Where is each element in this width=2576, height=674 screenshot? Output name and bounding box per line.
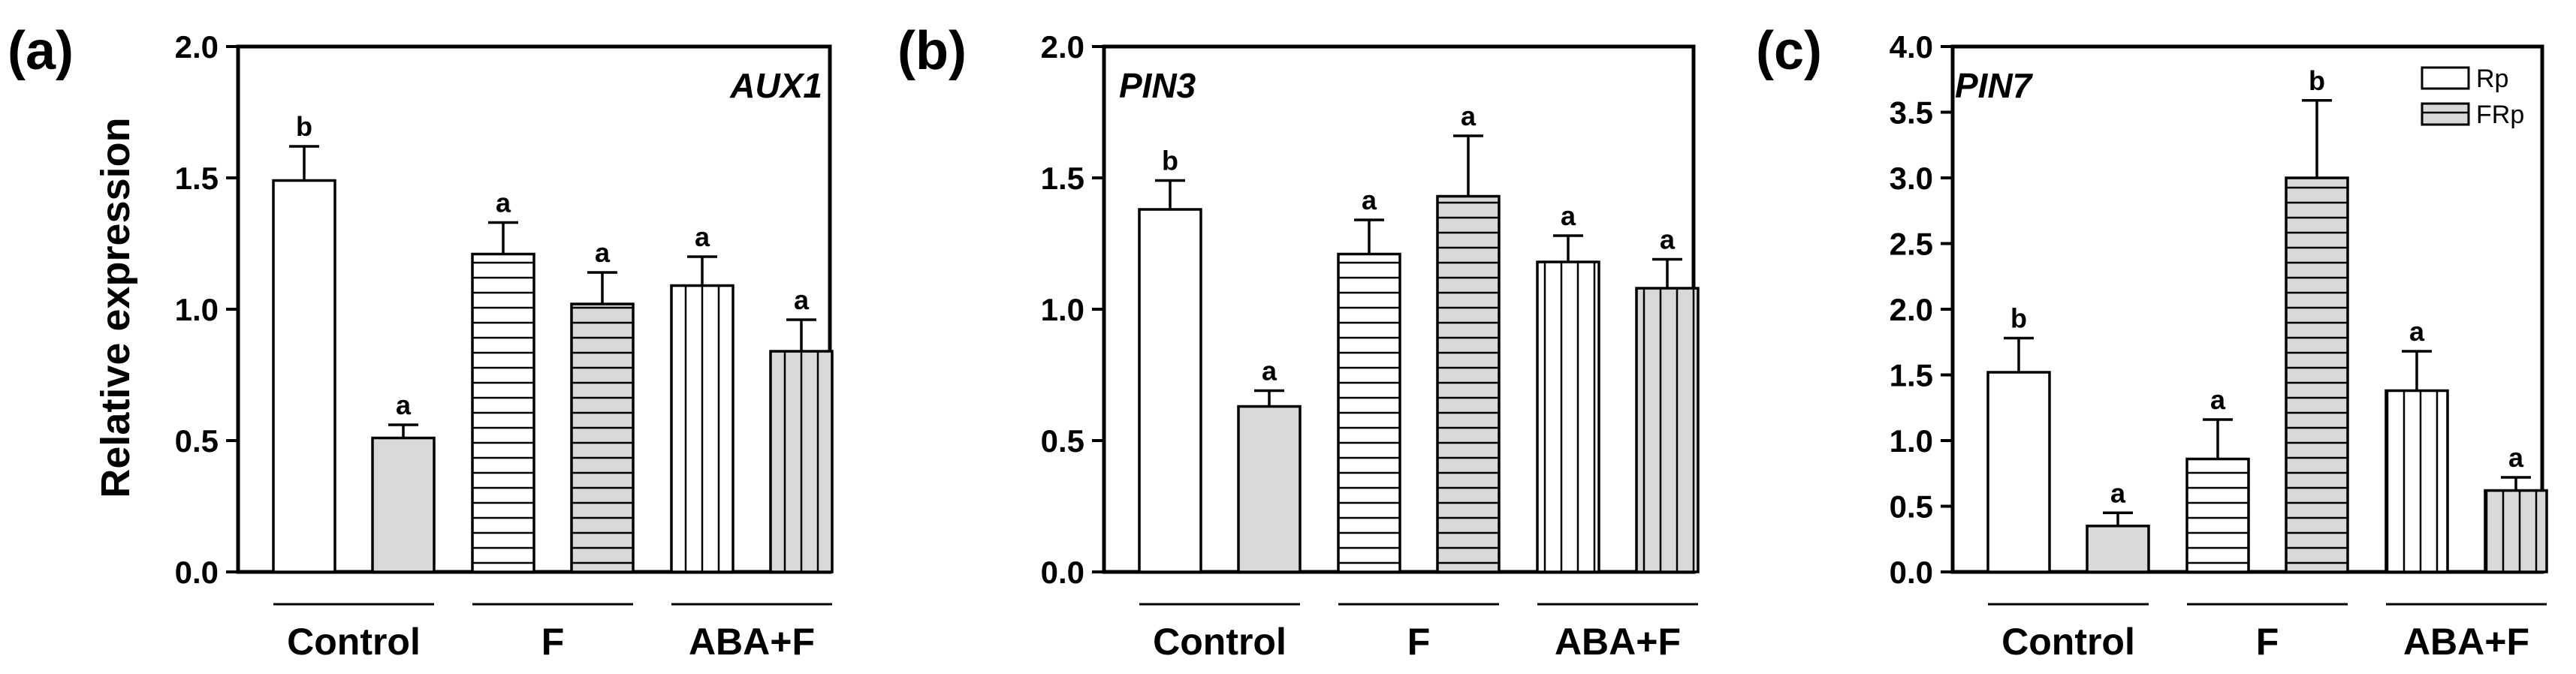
significance-letter: a bbox=[496, 188, 511, 218]
y-axis-title: Relative expression bbox=[93, 117, 138, 498]
y-tick-label: 1.0 bbox=[1041, 292, 1084, 327]
legend-label-rp: Rp bbox=[2476, 65, 2508, 93]
legend: Rp FRp bbox=[2421, 65, 2524, 129]
bar-aba-f-rp bbox=[2384, 389, 2449, 573]
legend-swatch-rp bbox=[2421, 66, 2470, 90]
y-tick-label: 0.5 bbox=[1041, 423, 1084, 459]
significance-letter: a bbox=[2110, 477, 2126, 508]
group-label: Control bbox=[2001, 621, 2135, 663]
y-tick-label: 4.0 bbox=[1890, 29, 1933, 65]
panel-label-a: (a) bbox=[8, 21, 74, 81]
legend-label-frp: FRp bbox=[2476, 101, 2524, 129]
gene-title-pin3: PIN3 bbox=[1119, 66, 1196, 105]
bar-aba-f-frp bbox=[2484, 489, 2548, 573]
bar-control-rp bbox=[1138, 208, 1202, 573]
significance-letter: a bbox=[2508, 442, 2524, 473]
bar-f-rp bbox=[471, 252, 535, 573]
bar-f-frp bbox=[2285, 176, 2349, 573]
significance-letter: a bbox=[1362, 185, 1377, 215]
y-tick-label: 0.5 bbox=[1890, 489, 1933, 525]
group-label: ABA+F bbox=[689, 621, 815, 663]
bar-aba-f-frp bbox=[769, 350, 834, 573]
bar-f-rp bbox=[2185, 457, 2250, 573]
significance-letter: a bbox=[2210, 384, 2226, 415]
bar-aba-f-rp bbox=[670, 284, 734, 573]
y-tick-label: 1.5 bbox=[175, 161, 219, 196]
significance-letter: b bbox=[2010, 303, 2027, 334]
panel-a: (a) Relative expression AUX1 0.0 0.5 1.0 1.… bbox=[8, 21, 834, 663]
significance-letter: a bbox=[1262, 356, 1277, 387]
y-tick-label: 3.5 bbox=[1890, 95, 1933, 131]
significance-letter: b bbox=[1162, 146, 1178, 176]
y-tick-label: 1.5 bbox=[1890, 358, 1933, 393]
significance-letter: b bbox=[2309, 65, 2325, 96]
y-tick-label: 3.0 bbox=[1890, 161, 1933, 196]
bar-control-frp bbox=[371, 436, 436, 573]
significance-letter: a bbox=[1561, 200, 1576, 231]
y-tick-label: 0.0 bbox=[175, 555, 219, 590]
y-tick-label: 0.5 bbox=[175, 423, 219, 459]
y-tick-label: 2.0 bbox=[175, 29, 219, 65]
y-tick-label: 2.0 bbox=[1890, 292, 1933, 327]
significance-letter: a bbox=[595, 237, 611, 268]
legend-swatch-frp bbox=[2421, 102, 2470, 126]
y-tick-label: 1.5 bbox=[1041, 161, 1084, 196]
significance-letter: a bbox=[1660, 224, 1676, 255]
y-tick-label: 2.0 bbox=[1041, 29, 1084, 65]
panel-c: (c) PIN7 Rp FRp 0.0 0.5 1.0 1.5 2.0 2.5 3.0 3.5… bbox=[1756, 21, 2548, 663]
group-label: F bbox=[2256, 621, 2279, 663]
y-tick-label: 0.0 bbox=[1890, 555, 1933, 590]
significance-letter: a bbox=[794, 284, 810, 315]
panel-label-b: (b) bbox=[897, 21, 967, 81]
significance-letter: a bbox=[695, 221, 710, 252]
bar-aba-f-frp bbox=[1635, 287, 1700, 573]
bar-aba-f-rp bbox=[1536, 260, 1600, 573]
significance-letter: b bbox=[296, 111, 312, 142]
bar-control-rp bbox=[272, 179, 336, 573]
y-tick-label: 1.0 bbox=[175, 292, 219, 327]
bar-f-frp bbox=[1436, 194, 1501, 573]
group-label: Control bbox=[287, 621, 421, 663]
significance-letter: a bbox=[1461, 101, 1477, 131]
y-tick-label: 2.5 bbox=[1890, 227, 1933, 262]
group-label: ABA+F bbox=[2403, 621, 2529, 663]
significance-letter: a bbox=[2409, 316, 2425, 347]
gene-title-pin7: PIN7 bbox=[1955, 66, 2034, 105]
gene-title-aux1: AUX1 bbox=[729, 66, 822, 105]
bar-control-rp bbox=[1986, 371, 2051, 573]
panel-label-c: (c) bbox=[1756, 21, 1822, 81]
significance-letter: a bbox=[396, 390, 412, 420]
group-label: F bbox=[1407, 621, 1431, 663]
bar-control-frp bbox=[2086, 525, 2150, 573]
group-label: Control bbox=[1153, 621, 1286, 663]
group-label: ABA+F bbox=[1555, 621, 1681, 663]
bar-control-frp bbox=[1237, 405, 1302, 573]
panel-b: (b) PIN3 0.0 0.5 1.0 1.5 2.0 b a a a a a Control F AB… bbox=[897, 21, 1700, 663]
bar-f-frp bbox=[570, 302, 635, 573]
bar-f-rp bbox=[1337, 252, 1401, 573]
y-tick-label: 1.0 bbox=[1890, 423, 1933, 459]
y-tick-label: 0.0 bbox=[1041, 555, 1084, 590]
group-label: F bbox=[541, 621, 565, 663]
